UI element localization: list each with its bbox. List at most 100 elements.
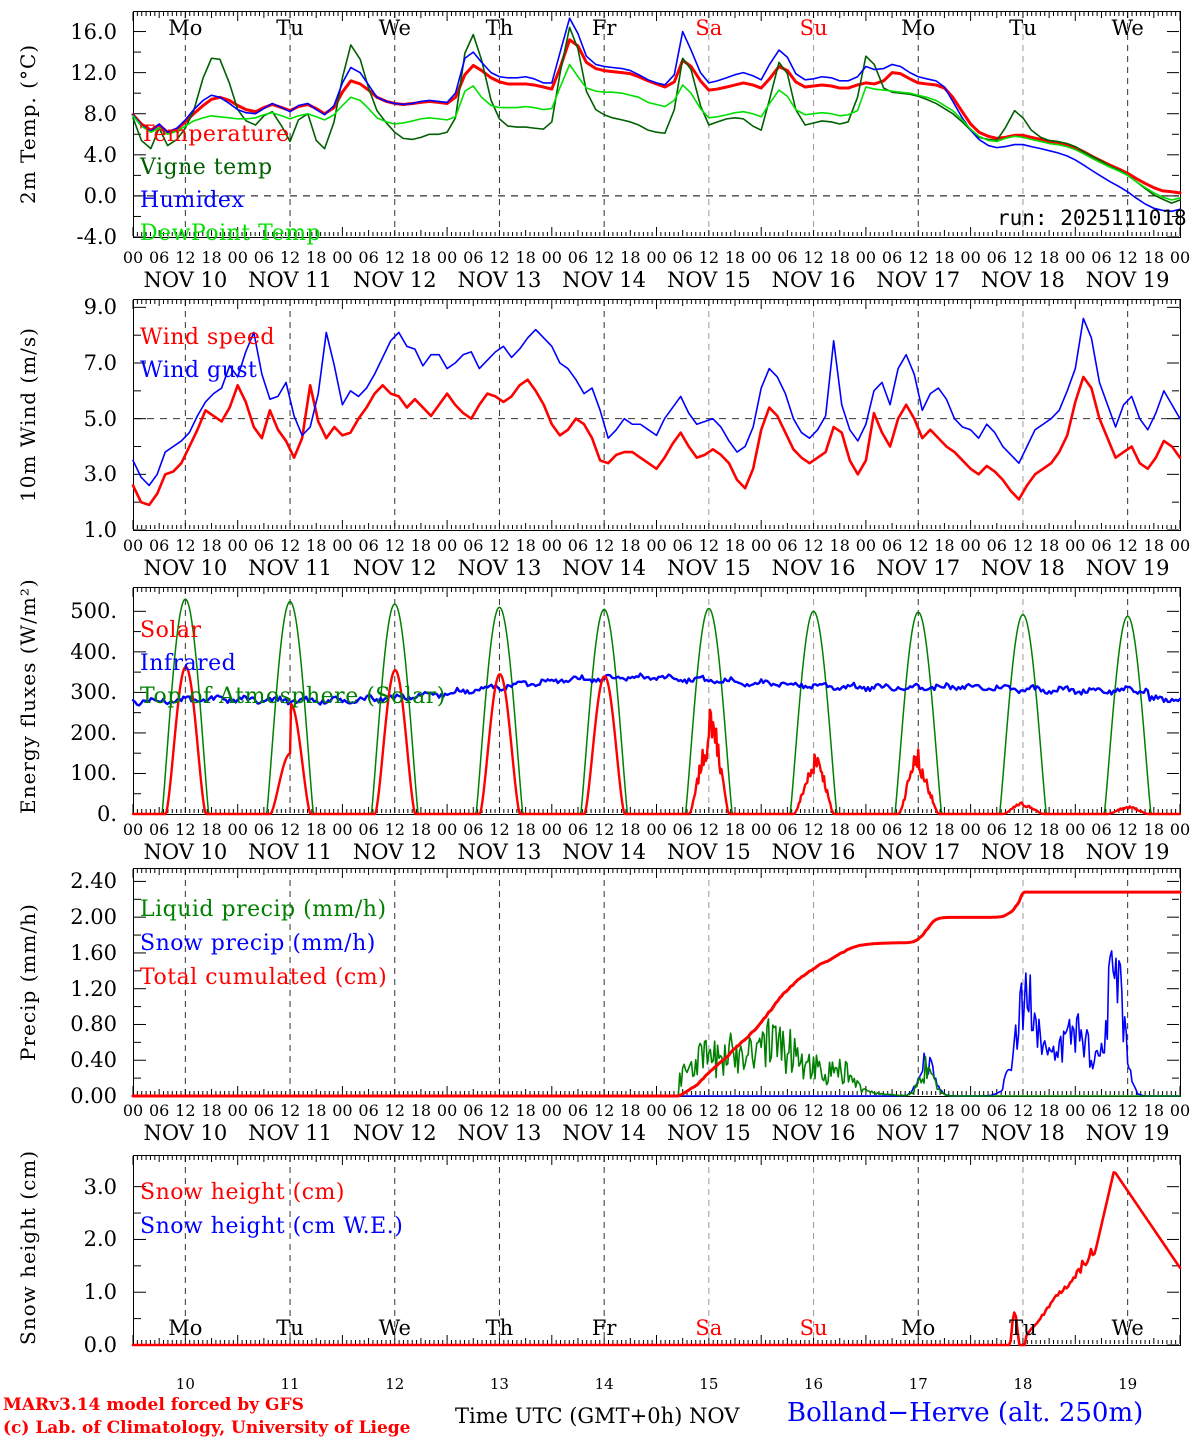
- xaxis-hour-tick: 00: [751, 536, 772, 555]
- xaxis-hour-tick: 12: [384, 536, 405, 555]
- weekday-label-mo: Mo: [168, 1316, 203, 1340]
- weekday-label-su: Su: [799, 1316, 828, 1340]
- xaxis-hour-tick: 12: [803, 820, 824, 839]
- xaxis-hour-tick: 00: [541, 1101, 562, 1120]
- xaxis-hour-tick: 06: [777, 820, 798, 839]
- xaxis-hour-tick: 06: [881, 1101, 903, 1120]
- xaxis-hour-tick: 06: [986, 536, 1007, 555]
- xaxis-hour-tick: 06: [463, 820, 484, 839]
- xaxis-hour-tick: 00: [436, 536, 458, 555]
- xaxis-day-number: 11: [280, 1375, 300, 1393]
- xaxis-hour-tick: 12: [1117, 248, 1138, 267]
- xaxis-day-number: 14: [594, 1375, 614, 1393]
- xaxis-hour-tick: 18: [934, 820, 955, 839]
- xaxis-hour-tick: 06: [777, 1101, 798, 1120]
- xaxis-hour-tick: 12: [1117, 1101, 1138, 1120]
- xaxis-day-number: 13: [489, 1375, 509, 1393]
- xaxis-hour-tick: 12: [1012, 248, 1034, 267]
- xaxis-hour-tick: 00: [751, 1101, 772, 1120]
- temperature-legend-vigne-temp: Vigne temp: [140, 155, 273, 180]
- xaxis-day-label: NOV 17: [876, 840, 961, 864]
- xaxis-hour-tick: 18: [515, 820, 536, 839]
- xaxis-hour-tick: 12: [1117, 536, 1138, 555]
- fluxes-legend-solar: Solar: [140, 618, 202, 643]
- xaxis-hour-tick: 12: [1012, 820, 1034, 839]
- xaxis-hour-tick: 12: [175, 536, 196, 555]
- snow-legend-snow-height-cm-w-e: Snow height (cm W.E.): [140, 1214, 404, 1239]
- xaxis-day-number: 10: [175, 1375, 195, 1393]
- xaxis-hour-tick: 06: [672, 820, 693, 839]
- xaxis-hour-tick: 18: [620, 820, 641, 839]
- xaxis-hour-tick: 06: [881, 820, 903, 839]
- fluxes-ytick-label: 300.: [70, 680, 117, 705]
- xaxis-hour-tick: 00: [332, 1101, 353, 1120]
- xaxis-hour-tick: 12: [1012, 536, 1034, 555]
- xaxis-hour-tick: 00: [646, 248, 667, 267]
- xaxis-day-number: 15: [699, 1375, 719, 1393]
- xaxis-hour-tick: 06: [253, 536, 275, 555]
- xaxis-hour-tick: 00: [541, 536, 562, 555]
- xaxis-hour-tick: 06: [1091, 1101, 1112, 1120]
- xaxis-hour-tick: 12: [1117, 820, 1138, 839]
- snow-ytick-label: 3.0: [83, 1174, 117, 1199]
- xaxis-hour-tick: 06: [777, 248, 798, 267]
- xaxis-hour-tick: 06: [358, 1101, 379, 1120]
- xaxis-hour-tick: 18: [410, 1101, 432, 1120]
- fluxes-yaxis-title: Energy fluxes (W/m²): [16, 578, 40, 814]
- xaxis-day-label: NOV 14: [562, 268, 647, 292]
- temperature-ytick-label: 0.0: [83, 183, 117, 208]
- xaxis-hour-tick: 06: [567, 820, 589, 839]
- precip-legend-total-cumulated-cm: Total cumulated (cm): [140, 965, 388, 990]
- xaxis-hour-tick: 06: [672, 1101, 693, 1120]
- xaxis-hour-tick: 12: [908, 248, 929, 267]
- wind-ytick-label: 5.0: [83, 406, 117, 431]
- xaxis-hour-tick: 12: [698, 820, 720, 839]
- xaxis-day-label: NOV 16: [771, 840, 856, 864]
- xaxis-hour-tick: 18: [934, 1101, 955, 1120]
- xaxis-hour-tick: 18: [201, 820, 222, 839]
- xaxis-hour-tick: 06: [881, 536, 903, 555]
- xaxis-hour-tick: 00: [1065, 820, 1086, 839]
- weekday-label-su: Su: [799, 16, 828, 40]
- xaxis-hour-tick: 06: [148, 536, 170, 555]
- xaxis-hour-tick: 18: [201, 248, 222, 267]
- xaxis-day-label: NOV 13: [457, 268, 542, 292]
- precip-yaxis-title: Precip (mm/h): [16, 903, 40, 1061]
- xaxis-hour-tick: 00: [227, 248, 248, 267]
- fluxes-legend-infrared: Infrared: [140, 651, 237, 676]
- xaxis-hour-tick: 12: [908, 536, 929, 555]
- fluxes-ytick-label: 500.: [70, 599, 117, 624]
- xaxis-day-number: 17: [908, 1375, 928, 1393]
- xaxis-hour-tick: 06: [463, 536, 484, 555]
- wind-yaxis-title: 10m Wind (m/s): [16, 327, 40, 502]
- site-label: Bolland−Herve (alt. 250m): [787, 1398, 1144, 1428]
- xaxis-hour-tick: 00: [855, 248, 877, 267]
- xaxis-hour-tick: 00: [227, 1101, 248, 1120]
- weekday-label-we: We: [1111, 1316, 1144, 1340]
- temperature-ytick-label: 4.0: [83, 142, 117, 167]
- weekday-label-th: Th: [485, 16, 514, 40]
- xaxis-hour-tick: 00: [122, 1101, 144, 1120]
- xaxis-hour-tick: 12: [698, 536, 720, 555]
- weekday-label-tu: Tu: [276, 1316, 304, 1340]
- precip-ytick-label: 0.40: [70, 1048, 117, 1073]
- xaxis-day-number: 18: [1013, 1375, 1033, 1393]
- xaxis-hour-tick: 12: [908, 1101, 929, 1120]
- xaxis-hour-tick: 12: [175, 248, 196, 267]
- snow-ytick-label: 0.0: [83, 1333, 117, 1357]
- fluxes-ytick-label: 0.: [96, 802, 117, 826]
- xaxis-hour-tick: 18: [1038, 248, 1060, 267]
- snow-ytick-label: 1.0: [83, 1280, 117, 1305]
- wind-ytick-label: 1.0: [83, 518, 117, 542]
- xaxis-day-label: NOV 17: [876, 556, 961, 580]
- xaxis-day-label: NOV 19: [1085, 1121, 1170, 1145]
- wind-legend-wind-speed: Wind speed: [140, 325, 276, 350]
- xaxis-day-label: NOV 17: [876, 1121, 961, 1145]
- xaxis-day-label: NOV 16: [771, 556, 856, 580]
- xaxis-day-label: NOV 19: [1085, 840, 1170, 864]
- weekday-label-mo: Mo: [901, 1316, 936, 1340]
- xaxis-day-label: NOV 15: [666, 840, 751, 864]
- temperature-legend-temperature: Temperature: [140, 122, 290, 147]
- xaxis-hour-tick: 06: [253, 1101, 275, 1120]
- xaxis-hour-tick: 18: [410, 820, 432, 839]
